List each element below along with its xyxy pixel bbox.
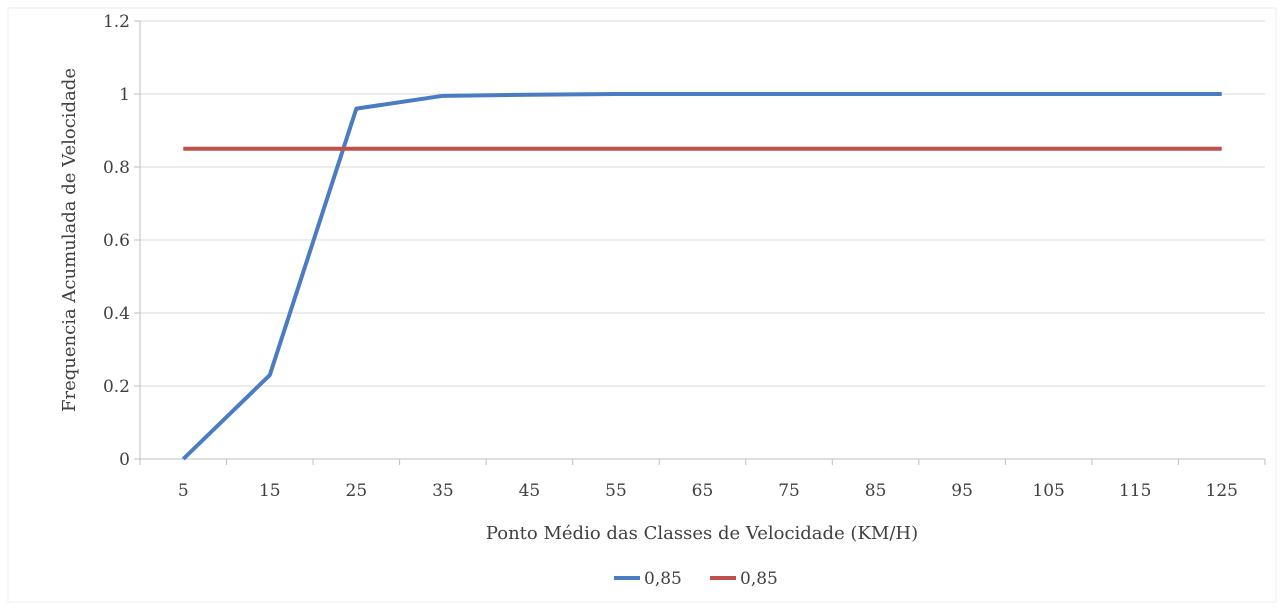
legend-label-2: 0,85	[740, 569, 778, 589]
y-tick-label: 0	[119, 450, 130, 470]
y-tick-label: 0.4	[103, 304, 130, 324]
x-axis-title: Ponto Médio das Classes de Velocidade (K…	[486, 523, 918, 544]
x-tick-label: 105	[1032, 481, 1064, 501]
y-tick-label: 1.2	[103, 12, 130, 32]
x-tick-label: 55	[605, 481, 627, 501]
x-tick-label: 35	[432, 481, 454, 501]
x-tick-label: 65	[692, 481, 714, 501]
y-tick-label: 0.2	[103, 377, 130, 397]
x-tick-label: 125	[1206, 481, 1238, 501]
y-axis-title: Frequencia Acumulada de Velocidade	[59, 68, 80, 412]
x-tick-label: 85	[865, 481, 887, 501]
x-tick-label: 115	[1119, 481, 1151, 501]
x-tick-label: 5	[178, 481, 189, 501]
y-tick-label: 0.8	[103, 158, 130, 178]
x-tick-label: 75	[778, 481, 800, 501]
y-tick-label: 0.6	[103, 231, 130, 251]
x-tick-label: 95	[951, 481, 973, 501]
y-tick-label: 1	[119, 85, 130, 105]
x-tick-label: 25	[346, 481, 368, 501]
x-tick-label: 15	[259, 481, 281, 501]
legend-label-1: 0,85	[644, 569, 682, 589]
x-tick-label: 45	[519, 481, 541, 501]
